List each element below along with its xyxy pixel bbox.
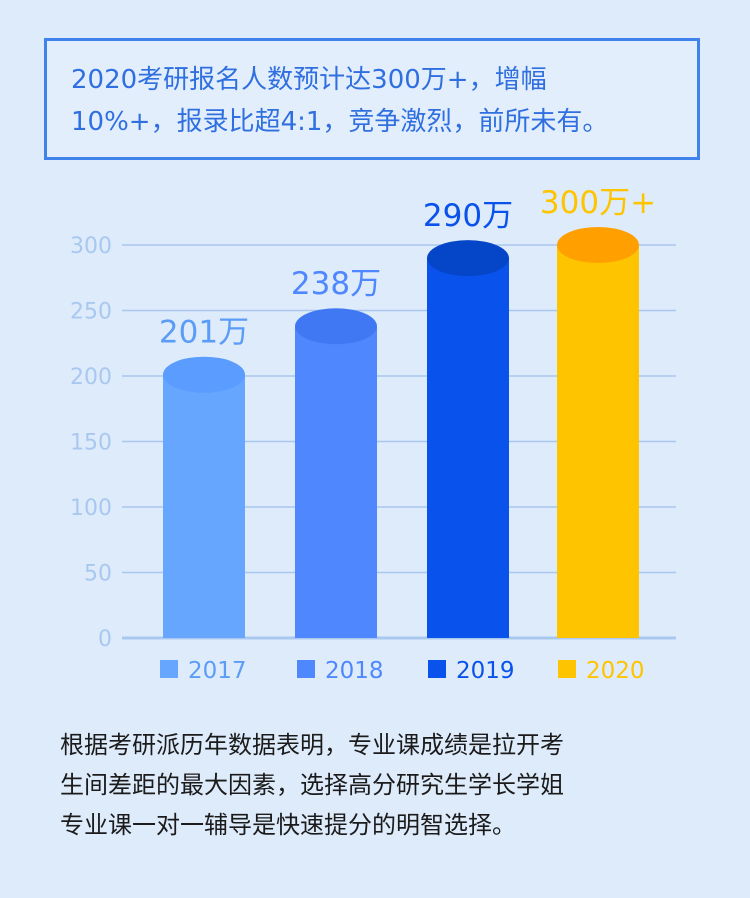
y-tick-label: 150 — [70, 431, 112, 456]
bar-top-2018 — [295, 308, 377, 345]
legend-label-2018: 2018 — [325, 658, 384, 684]
legend-swatch-2017 — [160, 660, 178, 678]
legend-swatch-2019 — [428, 660, 446, 678]
y-tick-label: 250 — [70, 300, 112, 325]
caption-line-2: 生间差距的最大因素，选择高分研究生学长学姐 — [60, 771, 564, 799]
caption-line-3: 专业课一对一辅导是快速提分的明智选择。 — [60, 811, 516, 839]
legend-swatch-2018 — [297, 660, 315, 678]
bar-top-2020 — [557, 227, 639, 263]
legend-label-2019: 2019 — [456, 658, 515, 684]
headline-box: 2020考研报名人数预计达300万+，增幅 10%+，报录比超4:1，竞争激烈，… — [44, 38, 700, 160]
data-label-2017: 201万 — [159, 315, 249, 351]
y-tick-label: 100 — [70, 496, 112, 521]
headline-line-2: 10%+，报录比超4:1，竞争激烈，前所未有。 — [71, 107, 609, 137]
bar-top-2019 — [427, 240, 509, 277]
caption-line-1: 根据考研派历年数据表明，专业课成绩是拉开考 — [60, 731, 564, 759]
bar-chart: 0 50 100 150 200 250 300 201万 238万 290万 300万+ 2017 2… — [70, 185, 676, 684]
y-tick-label: 0 — [98, 627, 112, 652]
legend-label-2020: 2020 — [586, 658, 645, 684]
data-label-2018: 238万 — [291, 266, 381, 302]
bar-2018 — [295, 326, 377, 638]
bar-2020 — [557, 245, 639, 638]
bar-2017 — [163, 374, 245, 638]
legend-label-2017: 2017 — [188, 658, 247, 684]
y-tick-label: 300 — [70, 234, 112, 259]
data-label-2019: 290万 — [423, 198, 513, 234]
y-tick-label: 50 — [84, 562, 112, 587]
bar-top-2017 — [163, 356, 245, 393]
headline-line-1: 2020考研报名人数预计达300万+，增幅 — [71, 65, 547, 95]
data-label-2020: 300万+ — [540, 185, 656, 221]
legend-swatch-2020 — [558, 660, 576, 678]
y-tick-label: 200 — [70, 365, 112, 390]
bar-2019 — [427, 258, 509, 638]
caption: 根据考研派历年数据表明，专业课成绩是拉开考 生间差距的最大因素，选择高分研究生学… — [60, 725, 700, 845]
